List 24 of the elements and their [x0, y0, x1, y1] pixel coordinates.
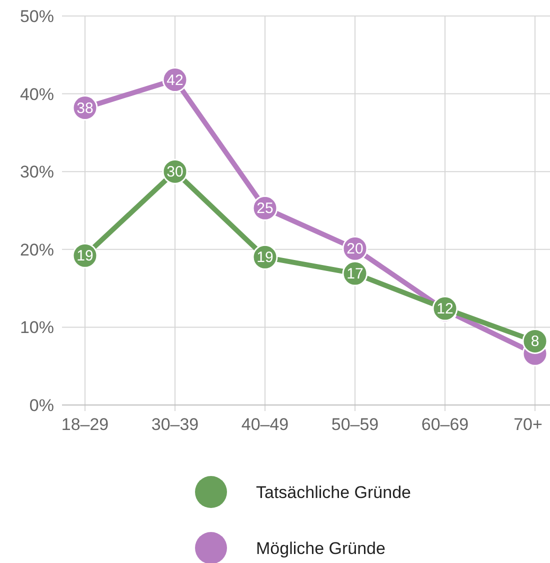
y-tick-label: 10%: [20, 318, 54, 338]
data-label: 30: [166, 164, 184, 181]
x-tick-label: 50–59: [331, 415, 379, 434]
data-label: 17: [346, 266, 364, 283]
x-tick-label: 18–29: [61, 415, 109, 434]
y-tick-label: 20%: [20, 240, 54, 260]
y-tick-label: 50%: [20, 7, 54, 26]
data-label: 12: [436, 300, 454, 318]
data-label: 19: [76, 248, 94, 265]
legend-label: Tatsächliche Gründe: [256, 483, 411, 502]
data-label: 19: [256, 249, 274, 266]
data-label: 8: [530, 333, 540, 350]
y-tick-label: 30%: [20, 162, 54, 182]
data-label: 20: [346, 240, 364, 258]
x-tick-label: 40–49: [241, 415, 289, 434]
x-tick-label: 70+: [514, 415, 542, 434]
x-tick-label: 30–39: [151, 415, 199, 434]
y-tick-label: 0%: [29, 396, 54, 415]
legend-label: Mögliche Gründe: [256, 539, 386, 558]
x-tick-label: 60–69: [421, 415, 469, 434]
data-label: 38: [76, 100, 94, 117]
data-label: 42: [166, 72, 184, 89]
data-label: 25: [256, 200, 274, 218]
y-tick-label: 40%: [20, 84, 54, 104]
